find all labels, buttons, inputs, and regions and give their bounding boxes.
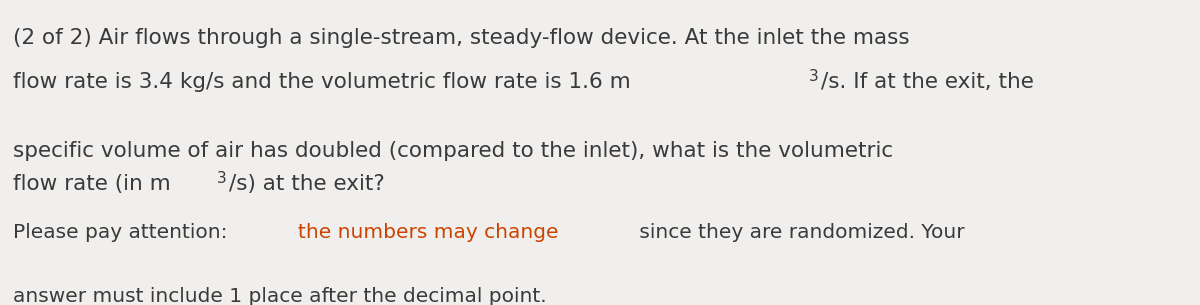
- Text: /s. If at the exit, the: /s. If at the exit, the: [821, 71, 1034, 92]
- Text: specific volume of air has doubled (compared to the inlet), what is the volumetr: specific volume of air has doubled (comp…: [13, 141, 894, 161]
- Text: 3: 3: [809, 69, 818, 84]
- Text: the numbers may change: the numbers may change: [298, 223, 558, 242]
- Text: flow rate (in m: flow rate (in m: [13, 174, 172, 194]
- Text: /s) at the exit?: /s) at the exit?: [229, 174, 385, 194]
- Text: Please pay attention:: Please pay attention:: [13, 223, 234, 242]
- Text: flow rate is 3.4 kg/s and the volumetric flow rate is 1.6 m: flow rate is 3.4 kg/s and the volumetric…: [13, 71, 631, 92]
- Text: (2 of 2) Air flows through a single-stream, steady-flow device. At the inlet the: (2 of 2) Air flows through a single-stre…: [13, 28, 910, 48]
- Text: since they are randomized. Your: since they are randomized. Your: [634, 223, 965, 242]
- Text: answer must include 1 place after the decimal point.: answer must include 1 place after the de…: [13, 287, 547, 305]
- Text: 3: 3: [216, 171, 226, 186]
